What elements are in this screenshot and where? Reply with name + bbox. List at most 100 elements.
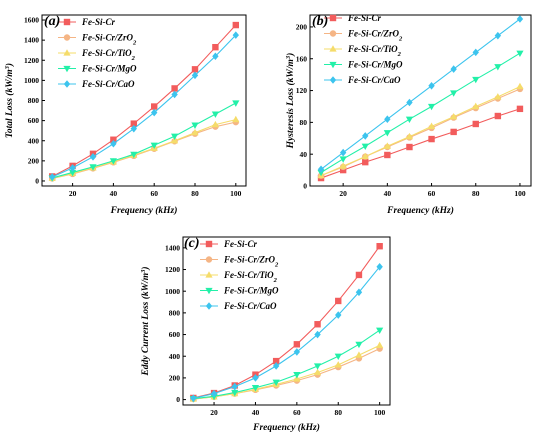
data-point (171, 133, 179, 141)
data-point (317, 165, 325, 174)
y-tick-label: 160 (296, 54, 308, 63)
data-point (110, 136, 117, 143)
data-point (232, 100, 240, 107)
data-point (450, 90, 458, 97)
data-point (231, 382, 238, 391)
plot-frame (182, 236, 391, 406)
data-point (362, 132, 369, 140)
data-point (151, 108, 158, 117)
legend-marker (329, 45, 337, 52)
y-tick-label: 1600 (24, 16, 39, 25)
data-point (450, 128, 457, 136)
y-tick-label: 1000 (165, 287, 180, 296)
legend-marker (205, 302, 213, 310)
data-point (427, 122, 436, 129)
series-Fe-Si-Cr/CaO (49, 31, 239, 181)
y-tick-label: 1200 (165, 265, 180, 274)
data-point (211, 120, 219, 128)
data-point (383, 142, 391, 149)
data-point (69, 169, 77, 177)
legend-marker (329, 61, 337, 69)
y-tick-label: 40 (300, 150, 308, 159)
x-axis-title: Frequency (kHz) (110, 205, 178, 216)
x-axis-title: Frequency (kHz) (386, 205, 454, 216)
data-point (314, 321, 321, 328)
series-Fe-Si-Cr/CaO (317, 15, 524, 174)
data-point (293, 341, 301, 348)
legend-entry: Fe-Si-Cr/TiO2 (81, 48, 136, 62)
data-point (472, 102, 480, 110)
y-axis-title: Eddy Current Loss (kW/m3) (140, 266, 152, 376)
data-point (232, 115, 240, 123)
data-point (516, 82, 524, 90)
data-point (109, 158, 117, 165)
y-axis-title: Total Loss (kW/m3) (4, 63, 16, 138)
data-point (171, 85, 178, 92)
x-tick-label: 80 (191, 189, 199, 198)
legend-marker (329, 76, 337, 84)
series-Fe-Si-Cr (190, 243, 383, 402)
legend-marker (63, 18, 71, 26)
legend-marker (205, 240, 213, 248)
data-point (450, 113, 458, 120)
series-line (320, 108, 521, 179)
legend-marker (205, 256, 213, 263)
data-point (406, 98, 413, 107)
data-point (516, 50, 524, 57)
data-point (376, 243, 383, 250)
legend-entry: Fe-Si-Cr/TiO2 (223, 270, 278, 284)
y-tick-label: 600 (28, 116, 40, 125)
legend-entry: Fe-Si-Cr/MgO (81, 64, 137, 74)
plot-frame (309, 14, 532, 187)
series-Fe-Si-Cr/MgO (48, 100, 240, 182)
x-tick-label: 40 (110, 189, 118, 198)
legend-entry: Fe-Si-Cr (347, 13, 382, 23)
series-Fe-Si-Cr/CaO (190, 263, 383, 403)
data-point (232, 21, 239, 29)
data-point (339, 162, 347, 169)
data-point (314, 330, 321, 339)
x-tick-label: 20 (210, 408, 218, 417)
data-point (355, 271, 363, 279)
data-point (49, 173, 56, 181)
x-tick-label: 100 (374, 408, 386, 417)
data-point (272, 379, 280, 387)
legend-entry: Fe-Si-Cr/CaO (347, 75, 401, 85)
y-tick-label: 0 (303, 182, 307, 191)
data-point (516, 105, 524, 113)
data-point (210, 389, 218, 398)
panel-label: (a) (44, 14, 60, 29)
data-point (191, 122, 199, 129)
data-point (384, 151, 391, 159)
data-point (212, 43, 219, 51)
y-tick-label: 600 (169, 330, 181, 339)
legend-entry: Fe-Si-Cr/TiO2 (347, 44, 402, 58)
x-tick-label: 20 (69, 189, 77, 198)
series-line (51, 34, 237, 178)
data-point (334, 353, 342, 361)
series-line (193, 245, 381, 399)
data-point (130, 124, 137, 133)
data-point (427, 103, 436, 111)
legend-marker (329, 30, 337, 37)
y-tick-label: 0 (176, 395, 180, 404)
legend-marker (63, 65, 71, 73)
data-point (89, 153, 97, 161)
data-point (251, 385, 260, 392)
data-point (171, 90, 178, 99)
data-point (69, 164, 76, 172)
data-point (151, 103, 158, 110)
data-point (494, 31, 502, 40)
legend-entry: Fe-Si-Cr/MgO (223, 286, 279, 296)
series-line (51, 24, 237, 177)
data-point (494, 112, 502, 120)
y-tick-label: 1200 (24, 56, 39, 65)
x-tick-label: 60 (150, 189, 158, 198)
panel-label: (b) (312, 14, 328, 29)
data-point (272, 357, 280, 365)
series-line (320, 18, 521, 170)
data-point (150, 142, 158, 150)
y-tick-label: 400 (28, 136, 40, 145)
